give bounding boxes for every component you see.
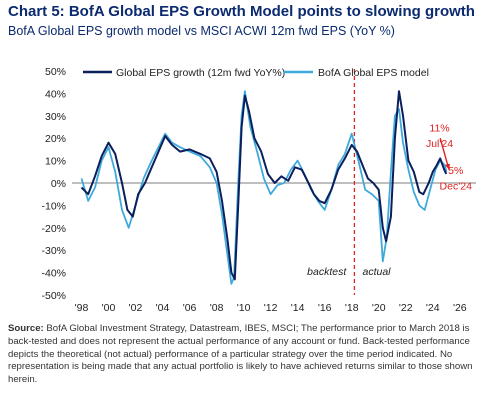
x-tick-label: '98 <box>75 302 89 314</box>
x-tick-label: '08 <box>210 302 224 314</box>
chart-annotation: 5% <box>448 165 463 177</box>
y-tick-label: 30% <box>45 111 66 123</box>
y-tick-label: -20% <box>41 223 66 235</box>
arrow-head <box>445 163 451 170</box>
x-tick-label: '26 <box>453 302 467 314</box>
x-tick-label: '20 <box>372 302 386 314</box>
chart-annotation: backtest <box>307 266 347 278</box>
x-tick-label: '14 <box>291 302 305 314</box>
arrow-line <box>439 138 450 170</box>
series-line-global-eps-growth <box>80 90 448 281</box>
series-line-bofa-model <box>80 90 448 285</box>
y-tick-label: 40% <box>45 88 66 100</box>
y-tick-label: 20% <box>45 133 66 145</box>
line-chart: 50% 40% 30% 20% 10% 0% -10% -20% -30% -40% -50% '98… <box>41 66 476 314</box>
y-tick-label: 50% <box>45 66 66 78</box>
source-label: Source: <box>8 323 44 334</box>
chart-annotation: actual <box>363 266 392 278</box>
x-tick-label: '22 <box>399 302 413 314</box>
x-tick-label: '04 <box>156 302 170 314</box>
x-tick-label: '12 <box>264 302 278 314</box>
y-tick-label: 10% <box>45 156 66 168</box>
x-tick-label: '18 <box>345 302 359 314</box>
legend-label: BofA Global EPS model <box>318 67 429 79</box>
x-tick-label: '02 <box>129 302 143 314</box>
y-tick-label: -10% <box>41 200 66 212</box>
x-tick-label: '06 <box>183 302 197 314</box>
chart-title: Chart 5: BofA Global EPS Growth Model po… <box>8 3 475 20</box>
chart-annotation: 11% <box>429 122 449 134</box>
y-tick-label: 0% <box>51 178 66 190</box>
x-tick-label: '00 <box>102 302 116 314</box>
x-tick-label: '24 <box>426 302 440 314</box>
source-note: Source: BofA Global Investment Strategy,… <box>8 323 494 387</box>
x-tick-label: '10 <box>237 302 251 314</box>
chart-annotation: Dec'24 <box>440 181 473 193</box>
y-tick-label: -50% <box>41 290 66 302</box>
source-text: BofA Global Investment Strategy, Datastr… <box>8 323 473 386</box>
y-tick-label: -40% <box>41 268 66 280</box>
chart-annotation: Jul'24 <box>426 138 453 150</box>
y-tick-label: -30% <box>41 245 66 257</box>
chart-subtitle: BofA Global EPS growth model vs MSCI ACW… <box>8 24 395 38</box>
x-tick-label: '16 <box>318 302 332 314</box>
legend-label: Global EPS growth (12m fwd YoY%) <box>116 67 285 79</box>
